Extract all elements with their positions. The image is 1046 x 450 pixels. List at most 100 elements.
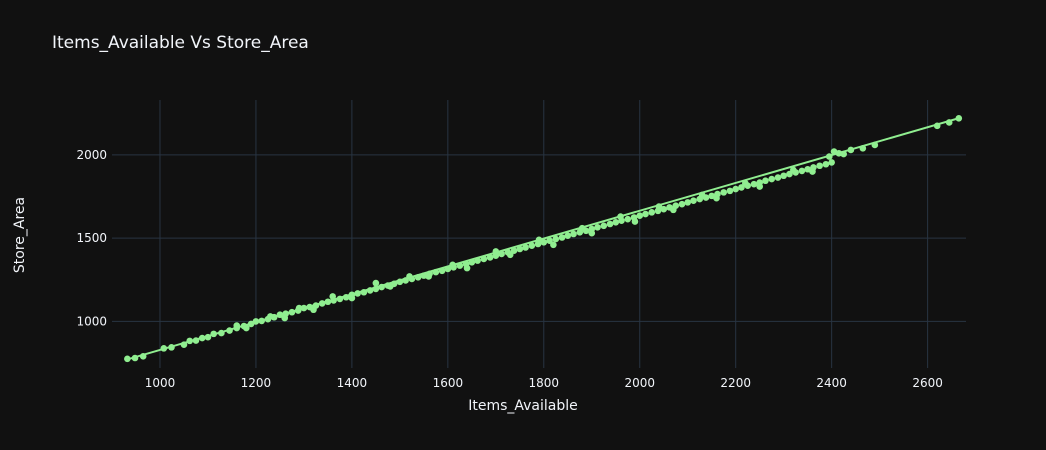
- scatter-point[interactable]: [564, 232, 572, 239]
- scatter-point[interactable]: [617, 213, 624, 220]
- scatter-point[interactable]: [498, 250, 505, 258]
- scatter-point[interactable]: [233, 322, 241, 329]
- scatter-point[interactable]: [822, 160, 830, 168]
- scatter-point[interactable]: [432, 268, 440, 276]
- scatter-point[interactable]: [648, 209, 656, 216]
- scatter-point[interactable]: [281, 314, 289, 322]
- scatter-point[interactable]: [522, 244, 529, 251]
- scatter-point[interactable]: [468, 258, 476, 266]
- scatter-point[interactable]: [955, 115, 963, 122]
- scatter-point[interactable]: [288, 308, 296, 316]
- scatter-point[interactable]: [670, 206, 677, 214]
- scatter-point[interactable]: [847, 146, 855, 154]
- scatter-point[interactable]: [816, 162, 823, 170]
- scatter-point[interactable]: [516, 245, 524, 253]
- scatter-point[interactable]: [510, 247, 518, 254]
- scatter-point[interactable]: [406, 273, 413, 280]
- scatter-point[interactable]: [218, 329, 225, 337]
- scatter-point[interactable]: [198, 334, 206, 342]
- scatter-point[interactable]: [825, 153, 833, 160]
- scatter-point[interactable]: [492, 248, 500, 255]
- scatter-point[interactable]: [210, 330, 218, 338]
- scatter-point[interactable]: [762, 177, 769, 185]
- scatter-point[interactable]: [300, 304, 308, 312]
- scatter-point[interactable]: [726, 187, 734, 195]
- scatter-point[interactable]: [809, 168, 816, 175]
- scatter-point[interactable]: [933, 122, 941, 130]
- scatter-point[interactable]: [732, 185, 740, 193]
- scatter-point[interactable]: [342, 293, 350, 301]
- scatter-point[interactable]: [684, 199, 692, 206]
- scatter-point[interactable]: [750, 180, 758, 188]
- scatter-point[interactable]: [636, 212, 644, 219]
- scatter-point[interactable]: [660, 205, 668, 213]
- scatter-point[interactable]: [276, 311, 284, 319]
- scatter-point[interactable]: [386, 283, 394, 290]
- scatter-point[interactable]: [463, 264, 471, 272]
- scatter-point[interactable]: [372, 279, 380, 287]
- scatter-point[interactable]: [226, 327, 233, 334]
- scatter-point[interactable]: [486, 254, 494, 261]
- scatter-point[interactable]: [366, 287, 374, 294]
- scatter-point[interactable]: [698, 191, 706, 199]
- scatter-point[interactable]: [945, 119, 953, 126]
- scatter-point[interactable]: [186, 337, 194, 345]
- scatter-point[interactable]: [168, 344, 175, 351]
- scatter-point[interactable]: [438, 267, 446, 275]
- scatter-point[interactable]: [425, 273, 432, 280]
- scatter-point[interactable]: [594, 224, 601, 231]
- scatter-point[interactable]: [124, 355, 131, 363]
- scatter-point[interactable]: [738, 184, 745, 191]
- scatter-point[interactable]: [444, 265, 452, 273]
- scatter-point[interactable]: [612, 219, 620, 226]
- scatter-point[interactable]: [310, 306, 317, 314]
- scatter-point[interactable]: [252, 318, 260, 325]
- scatter-point[interactable]: [780, 172, 787, 180]
- scatter-point[interactable]: [267, 313, 274, 320]
- scatter-point[interactable]: [624, 215, 632, 223]
- scatter-point[interactable]: [550, 241, 557, 249]
- scatter-point[interactable]: [713, 194, 720, 202]
- scatter-point[interactable]: [456, 262, 464, 269]
- scatter-point[interactable]: [372, 285, 380, 293]
- scatter-point[interactable]: [720, 189, 728, 196]
- scatter-point[interactable]: [871, 141, 879, 149]
- scatter-point[interactable]: [243, 324, 250, 332]
- scatter-point[interactable]: [336, 295, 344, 303]
- scatter-point[interactable]: [828, 159, 835, 166]
- scatter-point[interactable]: [329, 293, 336, 300]
- scatter-point[interactable]: [139, 353, 147, 360]
- scatter-point[interactable]: [354, 290, 361, 297]
- scatter-point[interactable]: [742, 179, 749, 187]
- scatter-point[interactable]: [690, 197, 697, 205]
- scatter-point[interactable]: [678, 200, 686, 208]
- scatter-point[interactable]: [588, 229, 596, 237]
- scatter-point[interactable]: [258, 317, 265, 325]
- scatter-point[interactable]: [378, 283, 385, 291]
- scatter-point[interactable]: [552, 235, 560, 243]
- scatter-point[interactable]: [192, 337, 200, 344]
- scatter-point[interactable]: [859, 144, 867, 152]
- scatter-point[interactable]: [131, 354, 139, 362]
- scatter-point[interactable]: [318, 300, 326, 307]
- scatter-point[interactable]: [774, 174, 782, 181]
- scatter-point[interactable]: [160, 345, 168, 352]
- scatter-point[interactable]: [546, 237, 553, 244]
- scatter-point[interactable]: [360, 288, 368, 296]
- scatter-point[interactable]: [449, 261, 456, 269]
- scatter-point[interactable]: [558, 234, 566, 241]
- scatter-point[interactable]: [768, 175, 775, 183]
- scatter-point[interactable]: [606, 220, 614, 228]
- scatter-point[interactable]: [578, 224, 586, 232]
- scatter-point[interactable]: [480, 255, 488, 263]
- scatter-point[interactable]: [506, 251, 514, 259]
- scatter-point[interactable]: [756, 183, 763, 190]
- scatter-point[interactable]: [535, 236, 543, 244]
- scatter-point[interactable]: [840, 150, 847, 158]
- scatter-point[interactable]: [600, 222, 608, 230]
- scatter-point[interactable]: [528, 242, 536, 249]
- scatter-point[interactable]: [348, 294, 356, 302]
- scatter-point[interactable]: [798, 167, 806, 175]
- scatter-point[interactable]: [204, 333, 212, 341]
